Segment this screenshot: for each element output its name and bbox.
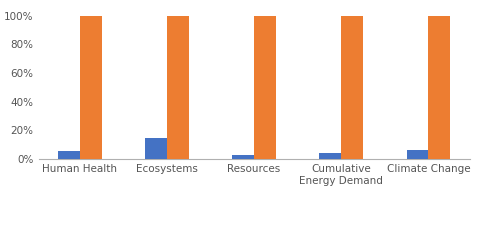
Bar: [58, 150, 80, 159]
Bar: [341, 16, 363, 159]
Bar: [80, 16, 102, 159]
Bar: [167, 16, 189, 159]
Bar: [428, 16, 450, 159]
Bar: [145, 138, 167, 159]
Bar: [320, 153, 341, 159]
Bar: [232, 155, 254, 159]
Bar: [407, 150, 428, 159]
Bar: [254, 16, 276, 159]
